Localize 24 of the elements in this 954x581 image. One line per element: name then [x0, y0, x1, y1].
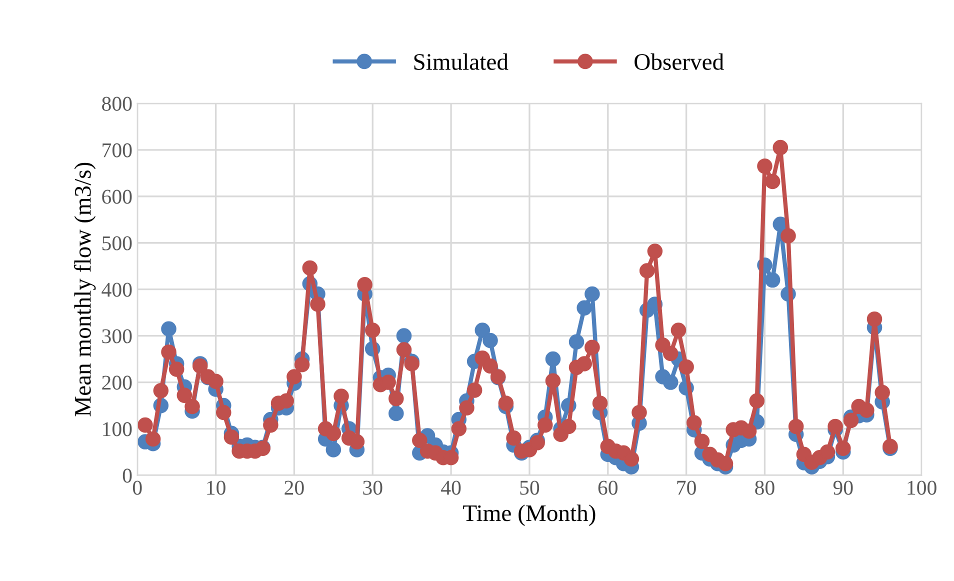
- x-tick-label: 20: [284, 480, 304, 495]
- y-tick-label: 100: [103, 422, 132, 436]
- x-tick-label: 70: [677, 480, 696, 495]
- y-tick-label: 300: [102, 329, 132, 344]
- y-tick-label: 200: [102, 376, 132, 390]
- y-tick-label: 500: [102, 236, 132, 250]
- legend-label: Simulated: [414, 53, 508, 70]
- y-tick-label: 700: [102, 143, 132, 158]
- x-tick-label: 100: [908, 480, 936, 495]
- x-tick-label: 30: [363, 480, 382, 495]
- x-tick-label: 80: [755, 480, 774, 495]
- y-tick-label: 0: [122, 468, 132, 483]
- x-tick-label: 90: [833, 480, 853, 495]
- x-tick-label: 60: [598, 480, 618, 495]
- y-tick-label: 400: [102, 282, 132, 297]
- x-tick-label: 50: [520, 480, 540, 495]
- y-axis-title: Mean monthly flow (m3/s): [74, 162, 96, 416]
- y-tick-label: 600: [102, 190, 132, 204]
- x-tick-label: 10: [207, 480, 226, 495]
- x-tick-label: 40: [441, 480, 461, 495]
- x-axis-title: Time (Month): [463, 504, 596, 526]
- y-tick-label: 800: [102, 96, 132, 111]
- legend-label: Observed: [634, 53, 724, 70]
- x-tick-label: 0: [132, 480, 142, 495]
